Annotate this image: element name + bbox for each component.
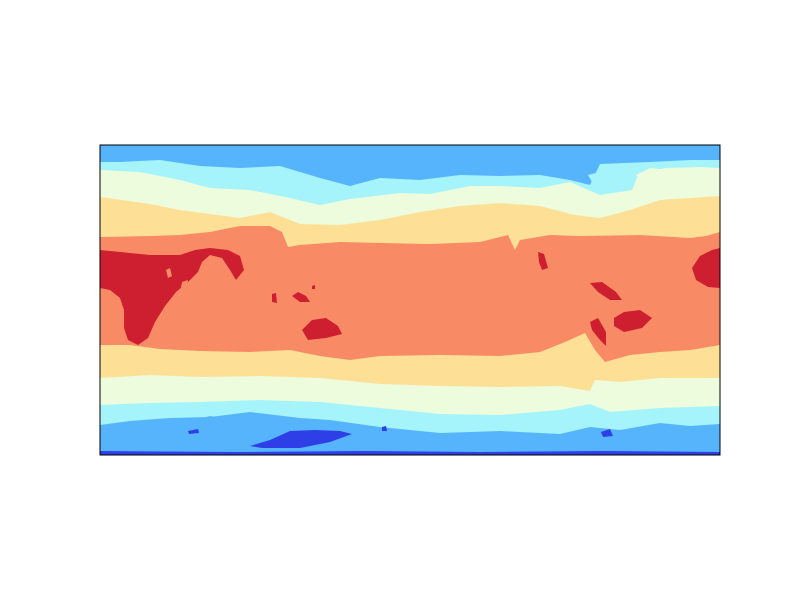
warm-hole-1 xyxy=(166,268,172,278)
hot-patch-2 xyxy=(292,292,310,302)
cyan-patch-north xyxy=(588,172,612,184)
hot-region-east-edge xyxy=(692,248,720,288)
hot-patch-9 xyxy=(312,285,315,289)
band-north-blue xyxy=(100,145,720,186)
hot-patch-7 xyxy=(590,318,606,346)
cold-patch-2 xyxy=(188,429,199,434)
hot-patch-6 xyxy=(614,310,652,332)
cold-patch-3 xyxy=(601,429,613,437)
blue-dip-1 xyxy=(195,416,225,424)
cold-patch-main xyxy=(250,430,352,448)
warm-hole-2 xyxy=(180,280,188,292)
hot-patch-3 xyxy=(272,293,277,303)
cold-patch-4 xyxy=(382,426,387,431)
green-patch-north xyxy=(636,168,674,188)
hot-patch-4 xyxy=(538,252,548,270)
hot-region-west xyxy=(100,248,244,345)
hot-patch-1 xyxy=(302,318,342,340)
plot-frame xyxy=(99,144,721,456)
blue-dip-2 xyxy=(650,434,666,441)
hot-patch-8 xyxy=(162,258,170,268)
hot-patch-5 xyxy=(590,282,622,300)
